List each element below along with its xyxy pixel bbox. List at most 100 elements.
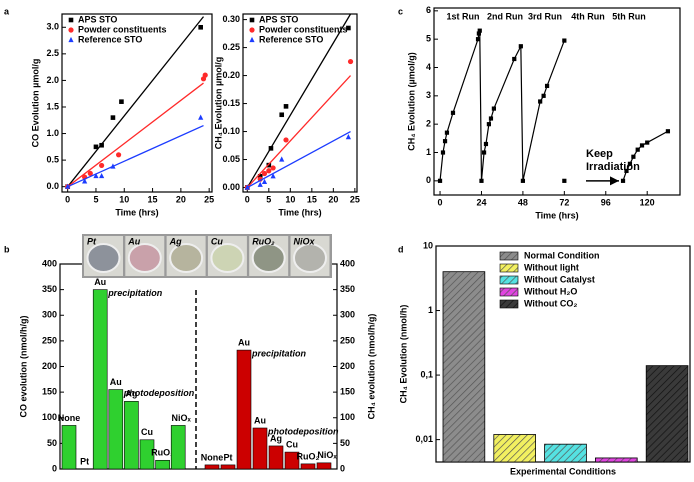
marker <box>110 115 116 120</box>
bar <box>204 464 220 470</box>
photo-sample <box>127 243 162 273</box>
y2-tick-label: 300 <box>340 310 355 320</box>
bar-annotation: precipitation <box>107 288 163 298</box>
bar-label: None <box>201 452 224 462</box>
bar-annotation: photodeposition <box>267 426 339 436</box>
marker <box>87 170 93 177</box>
run-label: 5th Run <box>612 11 646 21</box>
y-tick-label: 100 <box>42 412 57 422</box>
bar-label: None <box>58 413 81 423</box>
y-axis-label: CH₄ Evolution µmol/g <box>213 57 223 149</box>
y2-tick-label: 100 <box>340 412 355 422</box>
y-tick-label: 0.20 <box>222 70 240 80</box>
bar-label: Au <box>254 415 266 425</box>
fit-line <box>67 124 204 188</box>
y-tick-label: 2 <box>426 119 431 129</box>
y-tick-label: 1.5 <box>46 101 59 111</box>
y-tick-label: 4 <box>426 62 431 72</box>
x-tick-label: 10 <box>285 194 295 204</box>
marker <box>483 141 489 147</box>
marker <box>491 106 497 111</box>
bar <box>493 434 536 463</box>
bar <box>155 459 170 470</box>
marker <box>93 172 99 179</box>
y-tick-label: 2.5 <box>46 48 59 58</box>
x-tick-label: 20 <box>176 194 186 204</box>
y2-tick-label: 50 <box>340 438 350 448</box>
y-tick-label: 200 <box>42 361 57 371</box>
y-tick-label: 3 <box>426 90 431 100</box>
marker <box>283 104 289 109</box>
y-tick-label: 10 <box>423 240 433 250</box>
bar <box>61 425 77 470</box>
y-tick-label: 0.05 <box>222 154 240 164</box>
annotation: Keep Irradiation <box>586 148 640 173</box>
marker <box>202 72 208 78</box>
bar-label: Cu <box>286 439 298 449</box>
photo-label: Cu <box>211 236 223 246</box>
marker <box>544 83 550 89</box>
legend-marker <box>68 17 74 23</box>
bar-label: Ag <box>125 389 137 399</box>
bar <box>108 389 124 470</box>
x-tick-label: 96 <box>601 197 611 207</box>
bar <box>284 451 300 470</box>
y-tick-label: 0.25 <box>222 42 240 52</box>
marker <box>627 161 633 166</box>
marker <box>99 162 105 169</box>
bar-label: Pt <box>224 452 233 462</box>
marker <box>110 163 116 169</box>
marker <box>562 178 567 183</box>
legend-label: Powder constituents <box>78 24 167 34</box>
x-axis-label: Time (hrs) <box>535 210 578 220</box>
legend-marker <box>249 27 255 33</box>
legend-swatch <box>499 251 519 261</box>
marker <box>279 156 285 162</box>
marker <box>93 144 99 150</box>
y-tick-label: 1 <box>428 305 433 315</box>
photo-label: Ag <box>169 236 182 246</box>
fit-line <box>246 75 352 188</box>
y-axis-label: CO evolution (nmol/h/g) <box>18 316 28 418</box>
fit-line <box>246 13 352 188</box>
plot-frame <box>61 13 213 193</box>
y-axis-label: CH₄ Evolution (µmol/g) <box>406 52 416 150</box>
panel-label: b <box>4 244 10 254</box>
legend-marker <box>68 36 74 43</box>
legend-label: Without light <box>524 262 579 272</box>
bar <box>268 445 284 470</box>
legend-label: APS STO <box>259 14 298 24</box>
marker <box>119 99 124 104</box>
y-tick-label: 300 <box>42 310 57 320</box>
marker <box>512 56 517 62</box>
legend-marker <box>249 17 255 23</box>
marker <box>437 178 443 183</box>
bar <box>252 427 268 470</box>
x-tick-label: 15 <box>148 194 158 204</box>
bar-label: Au <box>238 337 250 347</box>
marker <box>99 142 104 148</box>
bar <box>442 271 486 463</box>
marker <box>450 110 456 115</box>
legend-swatch <box>499 299 519 309</box>
plot-frame <box>242 13 358 193</box>
y-tick-label: 0 <box>426 175 431 185</box>
marker <box>624 168 629 174</box>
x-tick-label: 20 <box>328 194 338 204</box>
run-label: 1st Run <box>446 11 479 21</box>
y-tick-label: 0.5 <box>46 154 59 164</box>
bar-label: NiOₓ <box>172 413 192 423</box>
x-tick-label: 5 <box>93 194 98 204</box>
marker <box>268 146 274 151</box>
x-tick-label: 48 <box>518 197 528 207</box>
marker <box>198 114 204 120</box>
bar <box>544 443 587 463</box>
y-tick-label: 6 <box>426 5 431 15</box>
y-tick-label: 0 <box>52 463 57 473</box>
legend-label: Normal Condition <box>524 250 600 260</box>
y-tick-label: 0,01 <box>415 434 433 444</box>
x-tick-label: 25 <box>350 194 360 204</box>
marker <box>475 37 481 42</box>
y2-tick-label: 200 <box>340 361 355 371</box>
y-tick-label: 1 <box>426 147 431 157</box>
